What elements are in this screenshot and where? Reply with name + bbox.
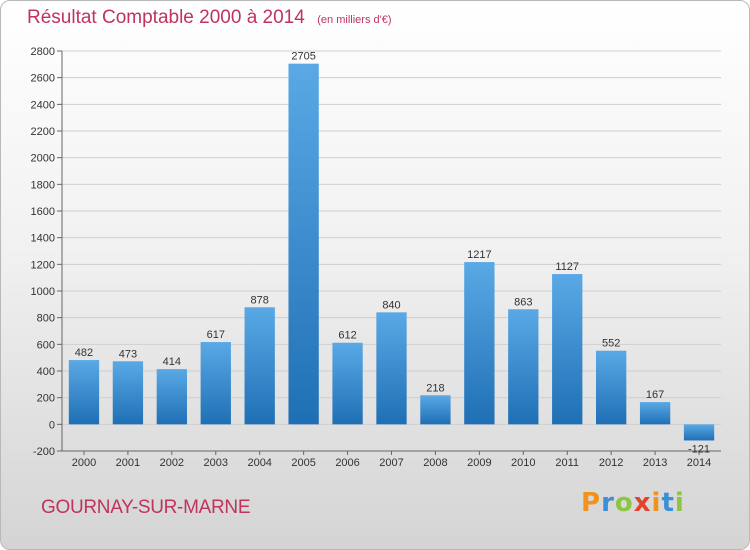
- data-label-2013: 167: [646, 389, 664, 401]
- title-row: Résultat Comptable 2000 à 2014 (en milli…: [27, 7, 392, 29]
- bar-2013: [639, 402, 671, 425]
- bar-2012: [596, 350, 627, 425]
- y-tick-label: 600: [37, 339, 55, 351]
- x-tick-label: 2011: [555, 457, 579, 469]
- x-tick-label: 2006: [335, 457, 359, 469]
- x-tick-label: 2001: [116, 457, 140, 469]
- x-tick-label: 2000: [72, 457, 96, 469]
- bar-2008: [420, 395, 451, 425]
- bar-2004: [244, 307, 275, 425]
- x-tick-label: 2002: [160, 457, 184, 469]
- x-tick-label: 2007: [379, 457, 403, 469]
- data-label-2009: 1217: [467, 249, 491, 261]
- data-label-2007: 840: [382, 299, 400, 311]
- data-label-2006: 612: [338, 330, 356, 342]
- y-tick-label: 2800: [31, 46, 55, 58]
- y-tick-label: -200: [33, 446, 55, 458]
- chart-subtitle: (en milliers d'€): [317, 14, 392, 26]
- x-tick-label: 2003: [204, 457, 228, 469]
- x-tick-label: 2005: [291, 457, 315, 469]
- commune-name: GOURNAY-SUR-MARNE: [41, 497, 251, 518]
- data-label-2002: 414: [163, 356, 181, 368]
- data-label-2011: 1127: [555, 261, 579, 273]
- bar-2000: [68, 360, 100, 425]
- data-label-2012: 552: [602, 338, 620, 350]
- bar-2010: [508, 309, 539, 425]
- data-label-2001: 473: [119, 348, 137, 360]
- bar-2006: [332, 342, 363, 425]
- x-tick-label: 2013: [643, 457, 667, 469]
- y-tick-label: 800: [37, 313, 55, 325]
- y-tick-label: 2200: [31, 126, 55, 138]
- x-tick-label: 2008: [423, 457, 447, 469]
- x-tick-label: 2010: [511, 457, 535, 469]
- y-tick-label: 1000: [31, 286, 55, 298]
- y-tick-label: 1200: [31, 259, 55, 271]
- data-label-2010: 863: [514, 296, 532, 308]
- x-tick-label: 2004: [247, 457, 271, 469]
- data-labels: 482 473 414 617 878 2705 612 840 218 1217 863 1127 5…: [75, 51, 710, 456]
- bar-2014: [683, 424, 715, 441]
- x-axis: 2000 2001 2002 2003 2004 2005 2006 2007 2008 2009…: [62, 450, 721, 469]
- bar-2001: [112, 361, 144, 425]
- proxiti-logo: Proxiti: [581, 488, 685, 518]
- x-tick-label: 2012: [599, 457, 623, 469]
- x-tick-label: 2014: [687, 457, 711, 469]
- bar-2005: [288, 63, 319, 425]
- y-tick-label: 1600: [31, 206, 55, 218]
- bar-2011: [552, 274, 583, 425]
- y-tick-label: 400: [37, 366, 55, 378]
- y-tick-label: 2600: [31, 73, 55, 85]
- data-label-2005: 2705: [291, 51, 315, 63]
- bar-2003: [200, 342, 231, 425]
- data-label-2000: 482: [75, 347, 93, 359]
- y-tick-label: 2400: [31, 99, 55, 111]
- bar-2009: [464, 262, 495, 425]
- y-tick-label: 200: [37, 393, 55, 405]
- y-axis: -200 0 200 400 600 800 1000 1200 1400 1600 1800 200…: [31, 46, 63, 458]
- data-label-2004: 878: [251, 294, 269, 306]
- bars: [68, 63, 715, 441]
- data-label-2014: -121: [688, 443, 710, 455]
- bar-2002: [156, 369, 187, 425]
- y-tick-label: 2000: [31, 153, 55, 165]
- data-label-2003: 617: [207, 329, 225, 341]
- bar-2007: [376, 312, 407, 425]
- x-tick-label: 2009: [467, 457, 491, 469]
- y-tick-label: 0: [49, 419, 55, 431]
- chart-title: Résultat Comptable 2000 à 2014: [27, 7, 305, 28]
- y-tick-label: 1800: [31, 179, 55, 191]
- y-tick-label: 1400: [31, 233, 55, 245]
- data-label-2008: 218: [426, 382, 444, 394]
